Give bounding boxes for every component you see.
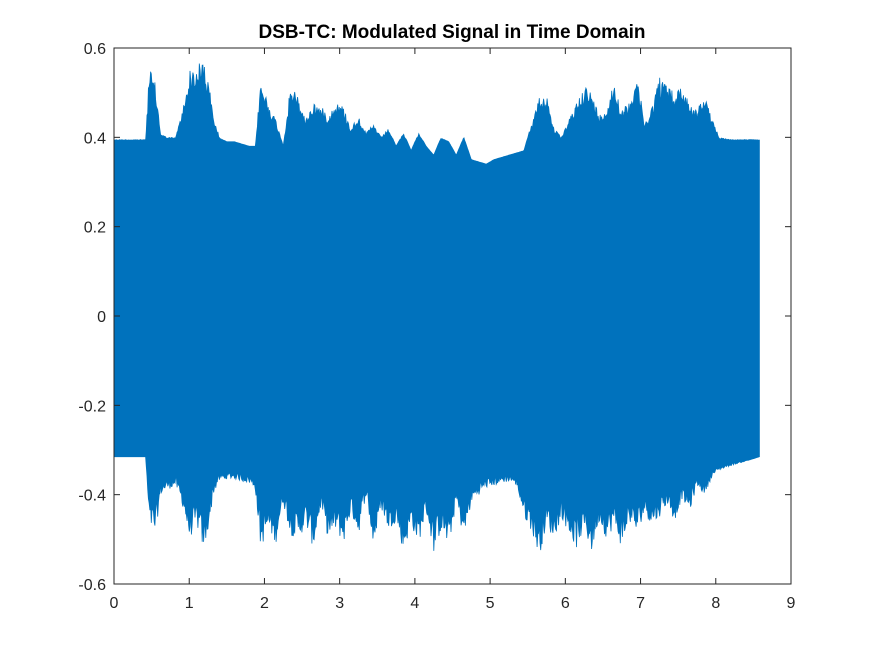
x-tick-label: 5: [486, 595, 495, 612]
x-tick-label: 2: [260, 595, 269, 612]
y-tick-label: -0.6: [78, 577, 106, 594]
x-tick-label: 7: [636, 595, 645, 612]
chart-title: DSB-TC: Modulated Signal in Time Domain: [258, 22, 645, 43]
y-tick-label: 0.6: [84, 41, 106, 58]
y-tick-label: 0.2: [84, 220, 106, 237]
x-tick-label: 1: [185, 595, 194, 612]
y-tick-label: 0.4: [84, 130, 106, 147]
y-tick-label: 0: [97, 309, 106, 326]
y-tick-label: -0.4: [78, 488, 106, 505]
signal-series-0: [113, 63, 760, 551]
x-tick-label: 9: [787, 595, 796, 612]
x-tick-label: 3: [335, 595, 344, 612]
y-tick-label: -0.2: [78, 398, 106, 415]
x-tick-label: 0: [110, 595, 119, 612]
axes: 0 1 2 3 4 5 6 7 8 9 -0.6 -0.4 -0.2 0 0.2 0.4 0.6: [78, 41, 795, 612]
x-tick-label: 4: [410, 595, 419, 612]
x-tick-label: 8: [711, 595, 720, 612]
plot-area: [113, 63, 760, 551]
x-tick-label: 6: [561, 595, 570, 612]
